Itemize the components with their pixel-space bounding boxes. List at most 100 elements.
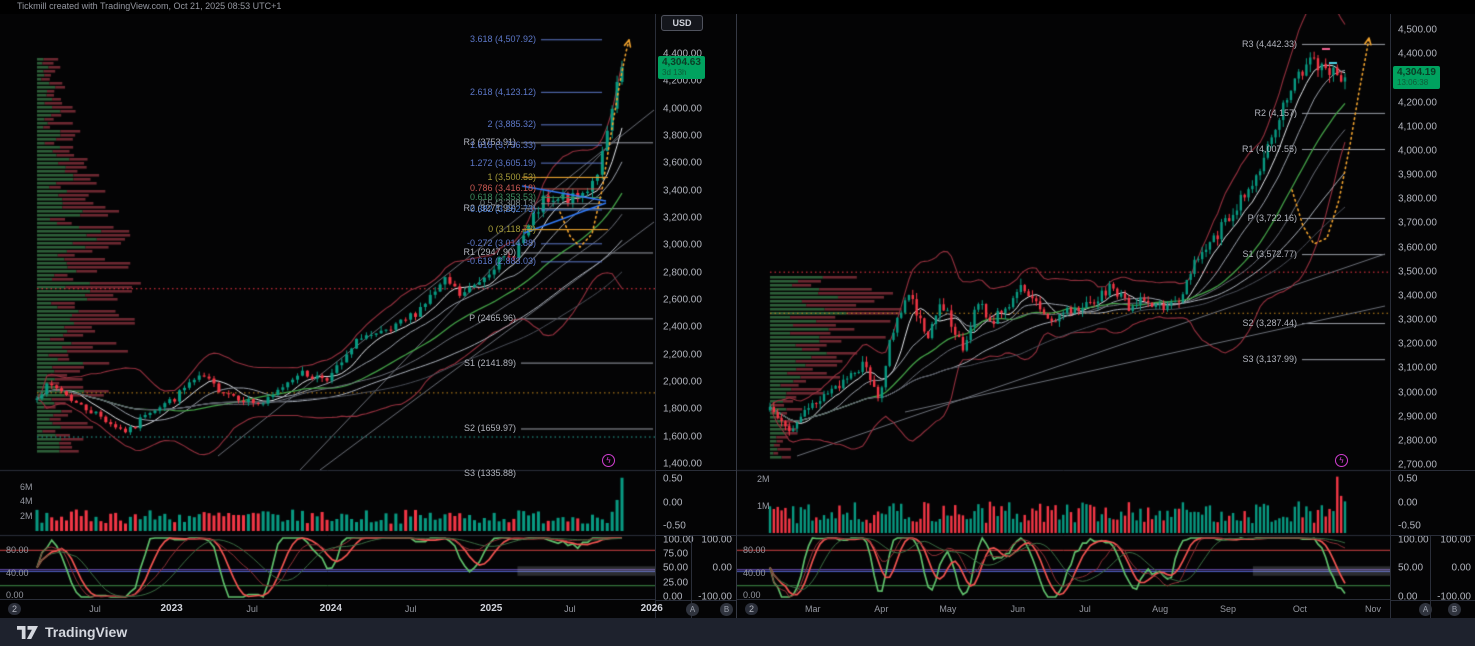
tradingview-logo[interactable]: TradingView: [17, 624, 127, 640]
price-tick: 3,200.00: [1398, 338, 1437, 350]
oscillator-right-tick: 0.00: [1398, 591, 1418, 603]
time-label: 2023: [160, 603, 183, 614]
oscillator-right-tick: 100.00: [1398, 534, 1429, 546]
volume-right-tick: 0.50: [663, 473, 683, 485]
price-chart-canvas-daily[interactable]: [737, 14, 1390, 600]
price-tick: 2,700.00: [1398, 459, 1437, 471]
oscillator-far-tick: -100.00: [1437, 591, 1471, 603]
time-label: Nov: [1365, 604, 1382, 614]
price-tick: 3,500.00: [1398, 266, 1437, 278]
time-axis-daily[interactable]: 2 Mar Apr May Jun Jul Aug Sep Oct Nov: [737, 599, 1390, 618]
time-label: Jul: [246, 604, 258, 614]
price-tick: 3,700.00: [1398, 217, 1437, 229]
axis-scale-divider: [1430, 535, 1431, 618]
bar-countdown: 13:06:38: [1397, 78, 1429, 88]
price-tick: 4,200.00: [663, 75, 702, 87]
volume-right-tick: 0.00: [663, 497, 683, 509]
axis-button-b[interactable]: B: [1448, 603, 1461, 616]
last-price-value: 4,304.63: [662, 57, 701, 69]
time-label: Jul: [1079, 604, 1091, 614]
price-tick: 3,000.00: [663, 239, 702, 251]
price-tick: 4,500.00: [1398, 24, 1437, 36]
axis-scale-divider: [691, 535, 692, 618]
indicator-alert-icon[interactable]: ϟ: [602, 454, 615, 467]
oscillator-right-tick: 0.00: [663, 591, 683, 603]
oscillator-far-tick: -100.00: [698, 591, 732, 603]
chart-panel-daily[interactable]: R3 (4,442.33) R2 (4,157) R1 (4,007.55) P (3…: [737, 14, 1475, 618]
oscillator-far-tick: 0.00: [712, 562, 732, 574]
time-axis-weekly[interactable]: 2 Jul 2023 Jul 2024 Jul 2025 Jul 2026: [0, 599, 663, 618]
axis-pane-separator: [1391, 600, 1475, 601]
price-axis-weekly[interactable]: 4,600.004,400.004,200.004,000.003,800.00…: [655, 14, 736, 618]
currency-button[interactable]: USD: [661, 15, 703, 31]
axis-button-b[interactable]: B: [720, 603, 733, 616]
price-tick: 2,800.00: [663, 267, 702, 279]
volume-right-tick: 0.00: [1398, 497, 1418, 509]
indicator-alert-icon[interactable]: ϟ: [1335, 454, 1348, 467]
chart-panel-weekly[interactable]: R3 (3753.91) R2 (3271.99) R1 (2947.90) P (2…: [0, 14, 737, 618]
bar-countdown: 3d 13h: [662, 68, 687, 78]
price-tick: 3,800.00: [663, 130, 702, 142]
time-label: Jul: [404, 604, 417, 614]
price-tick: 3,200.00: [663, 212, 702, 224]
axis-pane-separator: [656, 470, 736, 471]
last-price-badge: 4,304.19 13:06:38: [1393, 66, 1440, 90]
time-label: Sep: [1220, 604, 1237, 614]
price-tick: 2,000.00: [663, 376, 702, 388]
price-tick: 3,000.00: [1398, 387, 1437, 398]
price-tick: 3,400.00: [663, 185, 702, 197]
price-axis-daily[interactable]: 4,500.004,400.004,300.004,200.004,100.00…: [1390, 14, 1475, 618]
oscillator-right-tick: 75.00: [663, 548, 689, 560]
time-label: Aug: [1152, 604, 1169, 614]
time-label: Jul: [564, 604, 576, 614]
price-tick: 3,100.00: [1398, 362, 1437, 374]
axis-pane-separator: [1391, 470, 1475, 471]
time-axis-cropped-label: 2: [8, 603, 22, 615]
time-label: 2025: [480, 603, 503, 614]
volume-right-tick: 0.50: [1398, 473, 1418, 485]
time-label: May: [939, 604, 957, 614]
volume-right-tick: -0.50: [1398, 520, 1421, 532]
time-label: Jul: [89, 604, 101, 614]
price-tick: 2,400.00: [663, 321, 702, 333]
footer-bar: TradingView: [0, 618, 1475, 646]
price-tick: 3,600.00: [663, 157, 702, 169]
volume-right-tick: -0.50: [663, 520, 686, 532]
time-label: 2024: [319, 603, 342, 614]
attribution-text: Tickmill created with TradingView.com, O…: [17, 1, 282, 11]
oscillator-far-tick: 100.00: [1440, 534, 1471, 546]
oscillator-right-tick: 25.00: [663, 577, 689, 589]
last-price-value: 4,304.19: [1397, 67, 1436, 79]
attribution-bar: Tickmill created with TradingView.com, O…: [0, 0, 1475, 14]
time-axis-cropped-label: 2: [745, 603, 759, 615]
oscillator-right-tick: 100.00: [663, 534, 694, 546]
oscillator-right-tick: 50.00: [663, 562, 689, 574]
price-tick: 2,900.00: [1398, 411, 1437, 423]
price-tick: 4,200.00: [1398, 97, 1437, 108]
axis-button-a[interactable]: A: [686, 603, 699, 616]
time-label: Mar: [804, 604, 821, 614]
time-label: Apr: [874, 604, 889, 614]
time-label: 2026: [640, 603, 663, 614]
price-tick: 3,400.00: [1398, 290, 1437, 302]
oscillator-right-tick: 50.00: [1398, 562, 1424, 574]
axis-pane-separator: [656, 535, 736, 536]
tradingview-logo-icon: [17, 625, 38, 639]
price-tick: 4,400.00: [663, 48, 702, 60]
axis-button-a[interactable]: A: [1419, 603, 1432, 616]
price-tick: 2,800.00: [1398, 435, 1437, 447]
tradingview-logo-text: TradingView: [45, 624, 128, 640]
oscillator-far-tick: 0.00: [1451, 562, 1471, 574]
price-tick: 4,400.00: [1398, 48, 1437, 60]
price-tick: 1,800.00: [663, 403, 702, 415]
price-tick: 3,600.00: [1398, 242, 1437, 253]
axis-pane-separator: [656, 600, 736, 601]
last-price-badge: 4,304.63 3d 13h: [658, 56, 705, 80]
price-tick: 1,400.00: [663, 458, 702, 470]
chart-workspace: R3 (3753.91) R2 (3271.99) R1 (2947.90) P (2…: [0, 14, 1475, 618]
time-label: Jun: [1010, 604, 1026, 614]
price-chart-canvas-weekly[interactable]: [0, 14, 655, 600]
oscillator-far-tick: 100.00: [701, 534, 732, 546]
price-tick: 4,100.00: [1398, 121, 1437, 133]
axis-pane-separator: [1391, 535, 1475, 536]
